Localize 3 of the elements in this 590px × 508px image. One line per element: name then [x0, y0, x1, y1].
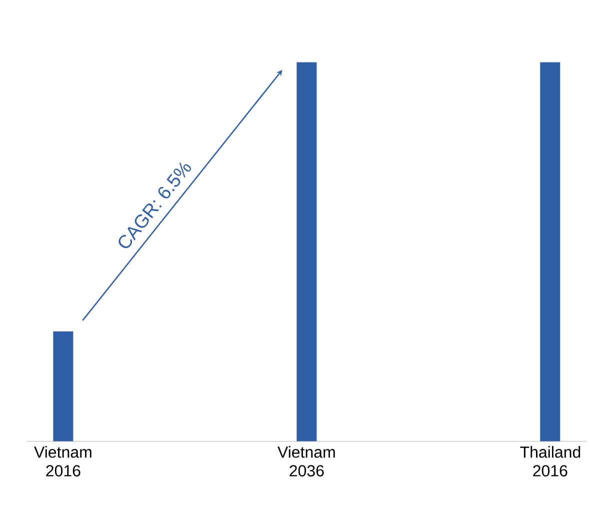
x-tick-label: Thailand 2016 [520, 446, 580, 476]
x-tick-label: Vietnam 2016 [34, 446, 92, 476]
x-tick-label: Vietnam 2036 [278, 446, 335, 476]
